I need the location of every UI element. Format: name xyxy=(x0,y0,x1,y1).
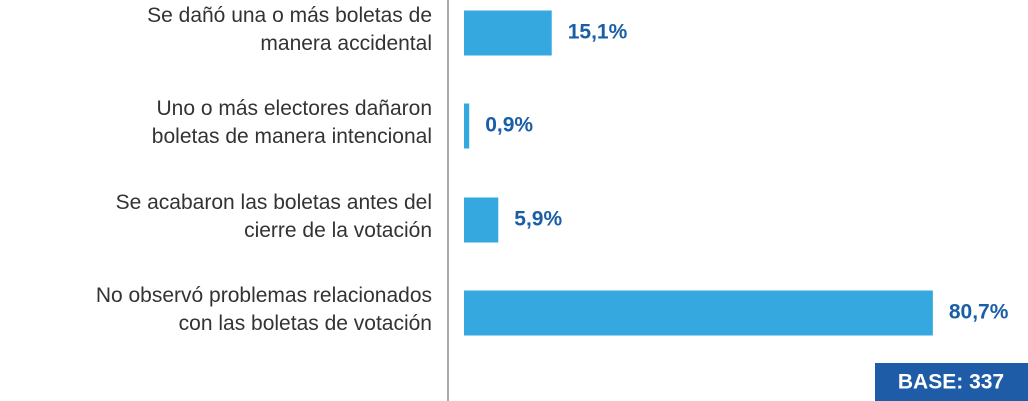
value-label: 0,9% xyxy=(485,114,533,137)
bar xyxy=(464,103,470,149)
value-label: 5,9% xyxy=(514,208,562,231)
bar xyxy=(464,197,499,243)
bar xyxy=(464,10,552,56)
category-label: No observó problemas relacionados con la… xyxy=(95,284,432,335)
value-label: 15,1% xyxy=(568,21,628,44)
category-label: Uno o más electores dañaron boletas de m… xyxy=(151,97,432,148)
category-label: Se acabaron las boletas antes del cierre… xyxy=(115,191,432,242)
value-label: 80,7% xyxy=(949,301,1009,324)
category-label: Se dañó una o más boletas de manera acci… xyxy=(147,4,432,55)
bar xyxy=(464,290,933,336)
base-box xyxy=(875,363,1028,401)
base-label: BASE: 337 xyxy=(898,371,1004,394)
